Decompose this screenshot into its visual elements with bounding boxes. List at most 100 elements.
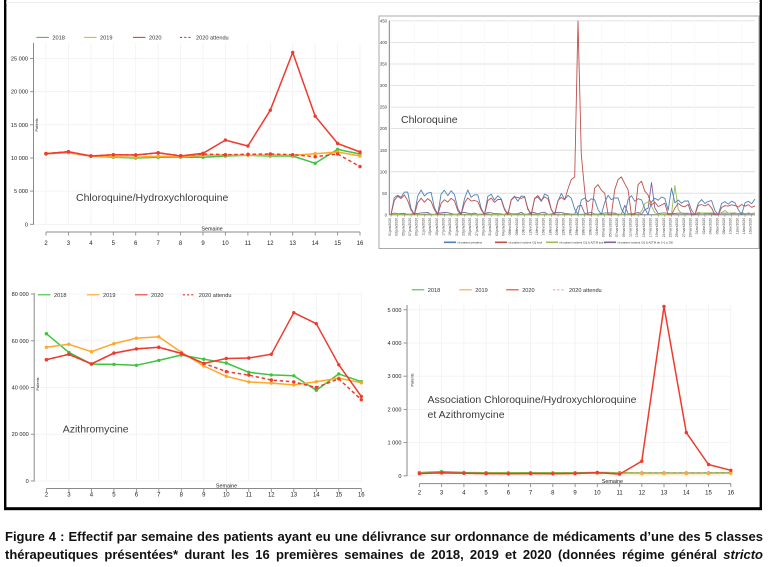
svg-text:7: 7 (157, 493, 161, 499)
svg-text:0: 0 (385, 212, 388, 217)
svg-text:27mars2020: 27mars2020 (682, 218, 686, 238)
svg-text:10: 10 (223, 493, 230, 499)
svg-text:3: 3 (440, 491, 444, 497)
svg-text:15mars2020: 15mars2020 (642, 218, 646, 238)
svg-text:2020: 2020 (522, 288, 534, 294)
svg-text:0: 0 (25, 222, 28, 228)
svg-text:16: 16 (357, 241, 364, 247)
svg-text:2020 attendu: 2020 attendu (199, 293, 232, 299)
svg-text:2018: 2018 (52, 36, 64, 42)
svg-text:25janv2020: 25janv2020 (468, 218, 472, 236)
svg-text:10fevr2020: 10fevr2020 (522, 218, 526, 236)
svg-text:25 000: 25 000 (11, 57, 28, 63)
svg-text:100: 100 (380, 169, 388, 174)
svg-text:3: 3 (67, 493, 71, 499)
svg-text:08fevr2020: 08fevr2020 (515, 218, 519, 236)
svg-text:15janv2020: 15janv2020 (435, 218, 439, 236)
svg-text:0: 0 (398, 474, 401, 480)
svg-text:6: 6 (135, 493, 139, 499)
svg-text:30fevr2020: 30fevr2020 (588, 218, 592, 236)
svg-text:40 000: 40 000 (12, 386, 29, 392)
svg-text:12: 12 (268, 493, 275, 499)
svg-text:16: 16 (358, 493, 365, 499)
svg-text:15 000: 15 000 (11, 123, 28, 129)
svg-text:18fevr2020: 18fevr2020 (548, 218, 552, 236)
svg-text:4: 4 (90, 493, 94, 499)
svg-text:15: 15 (335, 493, 342, 499)
svg-text:2: 2 (44, 241, 48, 247)
svg-text:2: 2 (45, 493, 49, 499)
svg-text:9: 9 (201, 241, 205, 247)
svg-text:450: 450 (380, 19, 388, 24)
svg-text:17mars2020: 17mars2020 (649, 218, 653, 238)
svg-text:07mars2020: 07mars2020 (615, 218, 619, 238)
svg-text:05mars2020: 05mars2020 (608, 218, 612, 238)
svg-text:13: 13 (661, 491, 668, 497)
svg-text:150: 150 (380, 148, 388, 153)
svg-text:01fevr2020: 01fevr2020 (595, 218, 599, 236)
svg-text:8: 8 (179, 241, 183, 247)
svg-text:et Azithromycine: et Azithromycine (428, 409, 505, 421)
svg-text:5: 5 (112, 493, 116, 499)
svg-text:13mars2020: 13mars2020 (635, 218, 639, 238)
svg-text:10: 10 (594, 491, 601, 497)
svg-text:2020: 2020 (149, 36, 161, 42)
svg-text:7: 7 (157, 241, 161, 247)
svg-text:nb patient incident CQ seul: nb patient incident CQ seul (509, 241, 543, 245)
svg-text:11: 11 (245, 241, 252, 247)
svg-text:13: 13 (290, 493, 297, 499)
svg-text:Patients: Patients (36, 377, 40, 390)
svg-text:19janv2020: 19janv2020 (448, 218, 452, 236)
svg-text:350: 350 (380, 62, 388, 67)
svg-text:nb patient prévalent: nb patient prévalent (458, 241, 483, 245)
svg-text:12avr2020: 12avr2020 (735, 218, 739, 235)
svg-text:Semaine: Semaine (201, 227, 222, 233)
svg-text:2019: 2019 (475, 288, 487, 294)
svg-text:10 000: 10 000 (11, 156, 28, 162)
svg-text:400: 400 (380, 40, 388, 45)
svg-text:29janv2020: 29janv2020 (482, 218, 486, 236)
svg-text:2020: 2020 (151, 293, 163, 299)
svg-text:2018: 2018 (428, 288, 440, 294)
svg-text:Patients: Patients (35, 118, 39, 131)
svg-text:2019: 2019 (100, 36, 112, 42)
svg-text:11: 11 (616, 491, 623, 497)
svg-text:12: 12 (638, 491, 645, 497)
svg-text:16: 16 (727, 491, 734, 497)
svg-text:14fevr2020: 14fevr2020 (535, 218, 539, 236)
svg-text:14: 14 (312, 241, 319, 247)
svg-text:15: 15 (705, 491, 712, 497)
svg-text:13: 13 (289, 241, 296, 247)
svg-text:19mars2020: 19mars2020 (655, 218, 659, 238)
svg-text:5 000: 5 000 (14, 189, 28, 195)
svg-text:Azithromycine: Azithromycine (63, 424, 129, 436)
svg-text:1 000: 1 000 (388, 441, 402, 447)
svg-text:3 000: 3 000 (388, 374, 402, 380)
svg-text:06avr2020: 06avr2020 (715, 218, 719, 235)
svg-text:25mars2020: 25mars2020 (675, 218, 679, 238)
svg-text:Chloroquine/Hydroxychloroquine: Chloroquine/Hydroxychloroquine (76, 192, 228, 204)
svg-text:Association Chloroquine/Hydrox: Association Chloroquine/Hydroxychloroqui… (428, 394, 637, 406)
svg-text:4: 4 (89, 241, 93, 247)
svg-text:12: 12 (267, 241, 274, 247)
svg-text:4 000: 4 000 (388, 341, 402, 347)
svg-text:10avr2020: 10avr2020 (729, 218, 733, 235)
svg-text:17janv2020: 17janv2020 (441, 218, 445, 236)
svg-text:11janv2020: 11janv2020 (421, 218, 425, 236)
svg-text:31avr2020: 31avr2020 (695, 218, 699, 235)
svg-text:23mars2020: 23mars2020 (669, 218, 673, 238)
svg-text:9: 9 (573, 491, 577, 497)
svg-text:07janv2020: 07janv2020 (408, 218, 412, 236)
svg-text:24fevr2020: 24fevr2020 (568, 218, 572, 236)
svg-text:Patients: Patients (411, 373, 415, 386)
svg-text:Semaine: Semaine (216, 483, 237, 489)
svg-text:2 000: 2 000 (388, 407, 402, 413)
svg-text:2: 2 (418, 491, 422, 497)
svg-text:5: 5 (112, 241, 116, 247)
svg-text:Chloroquine: Chloroquine (401, 114, 458, 126)
svg-text:11mars2020: 11mars2020 (628, 218, 632, 237)
svg-text:09janv2020: 09janv2020 (415, 218, 419, 236)
svg-text:5 000: 5 000 (388, 308, 402, 314)
svg-text:31janv2020: 31janv2020 (488, 218, 492, 236)
svg-text:7: 7 (529, 491, 533, 497)
